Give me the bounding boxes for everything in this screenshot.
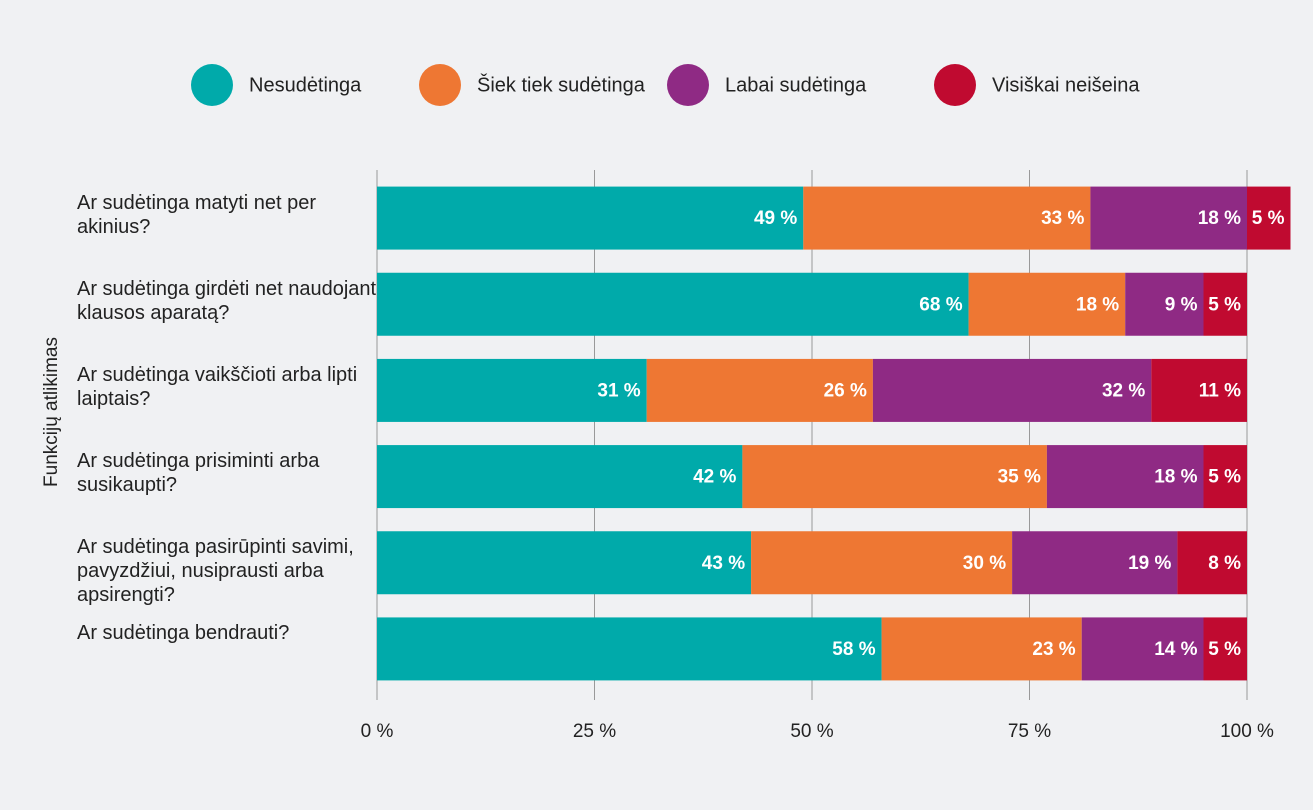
data-label: 5 % xyxy=(1208,639,1241,660)
bar-segment xyxy=(377,445,743,509)
data-label: 14 % xyxy=(1154,639,1197,660)
data-label: 5 % xyxy=(1208,467,1241,488)
data-label: 32 % xyxy=(1102,380,1145,401)
bar-segment xyxy=(872,358,1152,422)
data-label: 18 % xyxy=(1198,208,1241,229)
legend-swatch xyxy=(667,64,709,106)
category-label: Ar sudėtinga vaikščioti arba lipti laipt… xyxy=(77,363,358,410)
bar-segment xyxy=(377,272,969,336)
data-label: 23 % xyxy=(1032,639,1075,660)
legend-label: Visiškai neišeina xyxy=(992,74,1140,96)
bar-segment xyxy=(1203,617,1247,681)
data-label: 30 % xyxy=(963,553,1006,574)
bar-segment xyxy=(1203,272,1247,336)
data-label: 58 % xyxy=(832,639,875,660)
bar-segment xyxy=(377,531,752,595)
bar-segment xyxy=(1012,531,1178,595)
bar-segment xyxy=(1151,358,1247,422)
data-label: 43 % xyxy=(702,553,745,574)
data-label: 5 % xyxy=(1252,208,1285,229)
data-label: 31 % xyxy=(597,380,640,401)
data-label: 49 % xyxy=(754,208,797,229)
y-axis-label: Funkcijų atlikimas xyxy=(41,337,62,487)
bar-segment xyxy=(1090,186,1247,250)
bar-segment xyxy=(377,617,882,681)
data-label: 33 % xyxy=(1041,208,1084,229)
bar-segment xyxy=(1125,272,1204,336)
data-label: 68 % xyxy=(919,294,962,315)
bar-segment xyxy=(968,272,1126,336)
data-label: 26 % xyxy=(824,380,867,401)
bar-segment xyxy=(803,186,1091,250)
data-label: 42 % xyxy=(693,467,736,488)
data-label: 19 % xyxy=(1128,553,1171,574)
legend-swatch xyxy=(419,64,461,106)
bar-segment xyxy=(881,617,1082,681)
bar-segment xyxy=(377,186,804,250)
data-label: 5 % xyxy=(1208,294,1241,315)
category-label: Ar sudėtinga prisiminti arba susikaupti? xyxy=(77,450,320,497)
data-label: 11 % xyxy=(1199,380,1241,401)
data-label: 9 % xyxy=(1165,294,1198,315)
bar-segment xyxy=(1177,531,1247,595)
bar-segment xyxy=(377,358,647,422)
legend-label: Nesudėtinga xyxy=(249,74,362,96)
legend-label: Labai sudėtinga xyxy=(725,74,867,96)
category-label: Ar sudėtinga bendrauti? xyxy=(77,622,290,645)
category-label: Ar sudėtinga girdėti net naudojant klaus… xyxy=(77,277,377,324)
bar-segment xyxy=(751,531,1013,595)
bar-segment xyxy=(1046,445,1204,509)
x-tick-label: 50 % xyxy=(790,721,833,742)
bar-segment xyxy=(1203,445,1247,509)
legend-label: Šiek tiek sudėtinga xyxy=(477,73,646,96)
data-label: 8 % xyxy=(1208,553,1241,574)
legend-swatch xyxy=(191,64,233,106)
bar-segment xyxy=(1247,186,1291,250)
category-label: Ar sudėtinga matyti net per akinius? xyxy=(77,191,317,238)
category-label: Ar sudėtinga pasirūpinti savimi, pavyzdž… xyxy=(77,536,354,607)
legend-swatch xyxy=(934,64,976,106)
data-label: 18 % xyxy=(1076,294,1119,315)
bar-segment xyxy=(1081,617,1204,681)
x-tick-label: 25 % xyxy=(573,721,616,742)
x-tick-label: 100 % xyxy=(1220,721,1274,742)
bar-segment xyxy=(646,358,873,422)
data-label: 35 % xyxy=(998,467,1041,488)
data-label: 18 % xyxy=(1154,467,1197,488)
bar-segment xyxy=(742,445,1047,509)
x-tick-label: 75 % xyxy=(1008,721,1051,742)
x-tick-label: 0 % xyxy=(361,721,394,742)
